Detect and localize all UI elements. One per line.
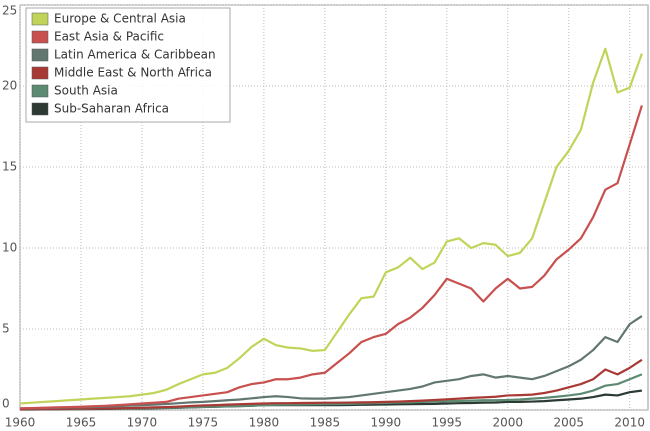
series-line xyxy=(20,358,643,411)
x-tick-label: 1985 xyxy=(310,416,341,430)
legend-swatch xyxy=(31,30,49,44)
series-line xyxy=(19,47,643,405)
x-tick-label: 1970 xyxy=(127,416,158,430)
legend-swatch xyxy=(31,48,49,62)
x-tick-label: 1990 xyxy=(371,416,402,430)
legend-label: East Asia & Pacific xyxy=(54,30,164,44)
x-tick-label: 2010 xyxy=(614,416,645,430)
legend-label: Europe & Central Asia xyxy=(54,12,186,26)
y-tick-label: 15 xyxy=(2,160,17,174)
y-tick-label: 10 xyxy=(2,241,17,255)
x-tick-label: 1960 xyxy=(5,416,36,430)
legend-swatch xyxy=(31,84,49,98)
legend-box xyxy=(25,7,231,123)
y-tick-label: 5 xyxy=(2,322,10,336)
x-tick-label: 1995 xyxy=(432,416,463,430)
legend-swatch xyxy=(31,66,49,80)
legend: Europe & Central Asia East Asia & Pacific… xyxy=(25,7,231,123)
x-tick-label: 1965 xyxy=(66,416,97,430)
series-line xyxy=(19,105,643,410)
legend-label: Middle East & North Africa xyxy=(54,66,212,80)
x-tick-label: 1980 xyxy=(249,416,280,430)
y-tick-label: 0 xyxy=(2,397,10,411)
x-tick-label: 2000 xyxy=(492,416,523,430)
legend-label: Latin America & Caribbean xyxy=(54,48,216,62)
legend-label: South Asia xyxy=(54,84,118,98)
x-tick-label: 2005 xyxy=(553,416,584,430)
x-tick-label: 1975 xyxy=(188,416,219,430)
y-tick-label: 25 xyxy=(2,4,17,18)
series-line xyxy=(19,315,643,410)
y-tick-label: 20 xyxy=(2,79,17,93)
legend-swatch xyxy=(31,102,49,116)
legend-label: Sub-Saharan Africa xyxy=(54,102,169,116)
legend-swatch xyxy=(31,12,49,26)
